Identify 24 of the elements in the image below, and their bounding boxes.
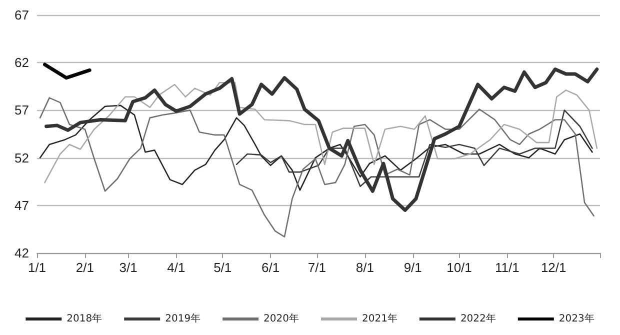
x-tick-label: 5/1 bbox=[214, 260, 232, 275]
y-tick-label: 57 bbox=[14, 102, 29, 118]
x-tick-label: 11/1 bbox=[495, 260, 520, 275]
legend-label: 2023年 bbox=[558, 312, 594, 324]
legend-label: 2021年 bbox=[362, 312, 398, 324]
y-tick-label: 42 bbox=[14, 246, 29, 260]
x-tick-label: 2/1 bbox=[76, 260, 94, 275]
legend-label: 2019年 bbox=[165, 312, 201, 324]
x-tick-label: 3/1 bbox=[119, 260, 138, 275]
y-tick-label: 47 bbox=[14, 198, 29, 213]
x-tick-label: 9/1 bbox=[404, 260, 422, 275]
legend-label: 2022年 bbox=[460, 312, 496, 324]
x-tick-label: 8/1 bbox=[356, 260, 374, 275]
y-tick-label: 62 bbox=[14, 55, 29, 70]
legend-label: 2020年 bbox=[264, 312, 300, 324]
x-tick-label: 4/1 bbox=[167, 260, 186, 275]
legend-label: 2018年 bbox=[66, 312, 102, 324]
y-tick-label: 52 bbox=[14, 150, 29, 166]
x-tick-label: 10/1 bbox=[446, 260, 472, 275]
x-tick-label: 1/1 bbox=[28, 260, 46, 275]
x-tick-label: 7/1 bbox=[308, 260, 326, 275]
x-tick-label: 12/1 bbox=[540, 260, 566, 275]
y-tick-label: 67 bbox=[14, 8, 29, 22]
x-tick-label: 6/1 bbox=[262, 260, 280, 275]
